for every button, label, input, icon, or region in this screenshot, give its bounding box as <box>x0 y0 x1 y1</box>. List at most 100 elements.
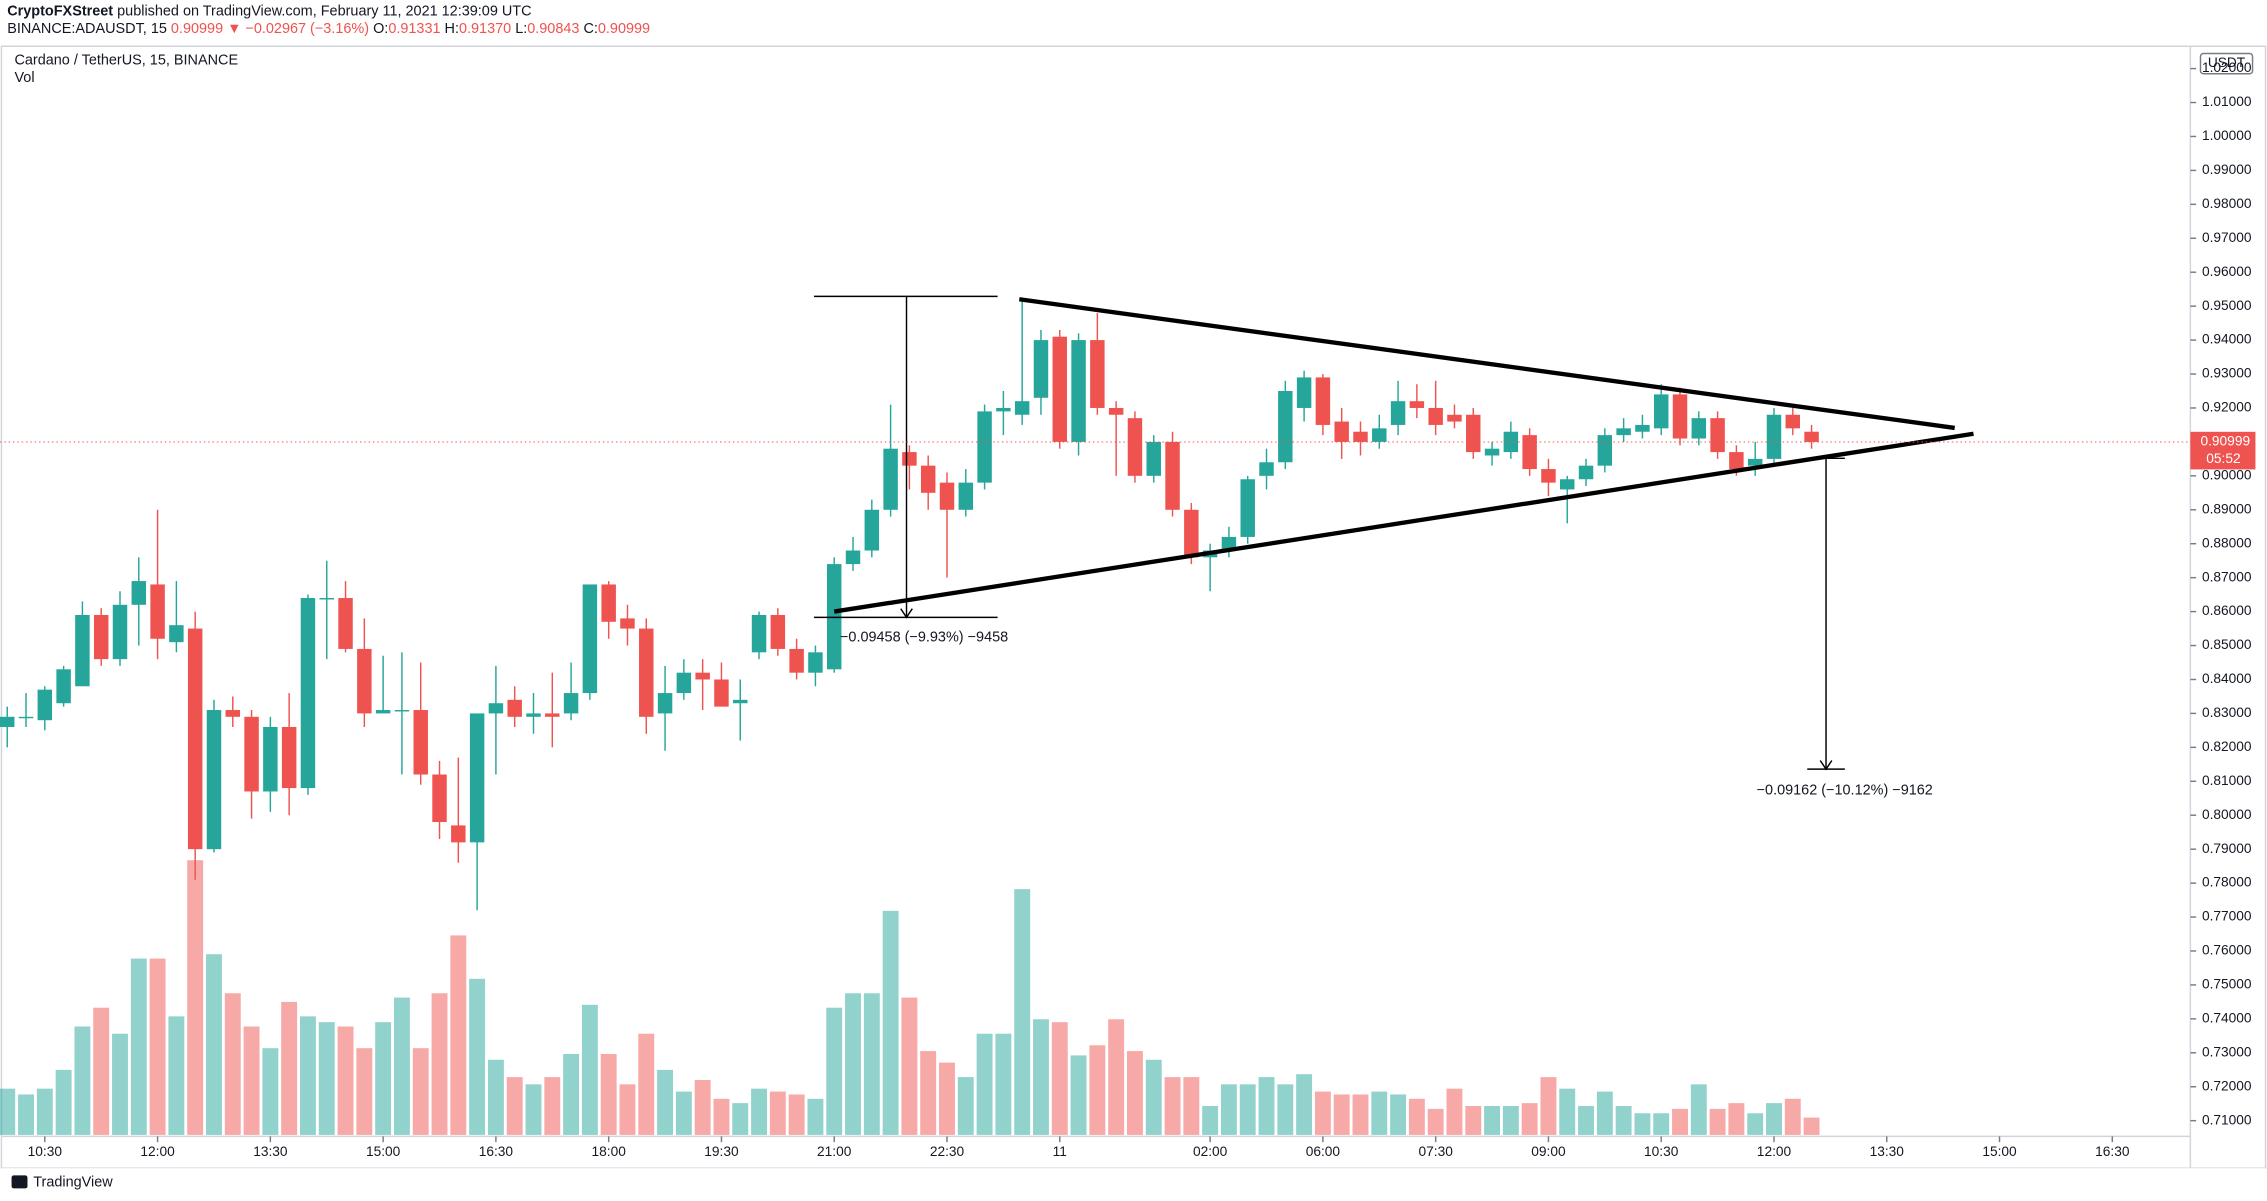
volume-bar <box>1220 1084 1237 1135</box>
h-label: H: <box>445 21 459 37</box>
l-label: L: <box>515 21 527 37</box>
volume-bar <box>281 1001 298 1135</box>
x-tick-label: 16:30 <box>479 1144 514 1159</box>
volume-bar <box>469 978 486 1135</box>
y-tick-label: 0.92000 <box>2202 400 2252 415</box>
volume-bar <box>995 1033 1012 1135</box>
triangle-lower <box>833 431 1974 614</box>
volume-bar <box>0 1088 16 1135</box>
y-tick-label: 0.90000 <box>2202 467 2252 482</box>
volume-bar <box>130 958 147 1135</box>
volume-bar <box>807 1098 824 1135</box>
footer-bar <box>1 1168 2266 1200</box>
candle-body <box>37 689 53 721</box>
y-tick-label: 0.93000 <box>2202 366 2252 381</box>
candle-body <box>357 648 372 714</box>
candle-body <box>1747 458 1763 466</box>
x-tick-label: 11 <box>1053 1144 1067 1159</box>
candle-body <box>1259 462 1274 476</box>
candle-body <box>920 465 936 493</box>
volume-bar <box>1239 1084 1256 1135</box>
candle-body <box>1466 414 1481 453</box>
volume-bar <box>1164 1077 1181 1135</box>
volume-bar <box>36 1088 53 1135</box>
candle-body <box>413 710 428 775</box>
volume-bar <box>337 1026 354 1135</box>
candle-body <box>883 448 898 510</box>
volume-bar <box>920 1051 937 1135</box>
candle-body <box>751 614 767 653</box>
candle-body <box>75 614 90 687</box>
volume-bar <box>657 1069 674 1135</box>
volume-bar <box>55 1069 72 1135</box>
plot: 0.71000 0.72000 0.73000 0.74000 0.75000 0.760… <box>0 60 2256 1159</box>
last-price-label: 0.90999 <box>2200 434 2250 449</box>
candle-body <box>789 648 804 673</box>
candle-body <box>902 452 917 466</box>
volume-bar <box>976 1033 993 1135</box>
candle-body <box>1691 418 1707 439</box>
instrument-legend: Cardano / TetherUS, 15, BINANCE <box>14 53 238 69</box>
candle-body <box>93 614 109 660</box>
candle-body <box>695 672 710 680</box>
candle-body <box>845 550 861 565</box>
volume-bar <box>1333 1094 1350 1135</box>
symbol: BINANCE:ADAUSDT, 15 <box>7 21 167 37</box>
volume-bar <box>450 935 467 1135</box>
y-tick-label: 0.77000 <box>2202 909 2252 924</box>
measure-label: −0.09162 (−10.12%) −9162 <box>1757 783 1933 799</box>
volume-bar <box>300 1016 316 1135</box>
volume-bar <box>1070 1055 1087 1135</box>
volume-bar <box>1578 1106 1594 1135</box>
candle-body <box>488 703 504 714</box>
volume-bar <box>1277 1084 1294 1135</box>
volume-bar <box>1145 1059 1162 1135</box>
volume-bar <box>1559 1088 1576 1135</box>
volume-bar <box>600 1053 617 1135</box>
candle-body <box>169 625 184 643</box>
y-tick-label: 0.94000 <box>2202 332 2252 347</box>
candle-body <box>1127 418 1143 476</box>
candle-body <box>375 710 391 714</box>
candle-body <box>1672 394 1688 439</box>
volume-bar <box>581 1004 598 1135</box>
volume-bar <box>1747 1113 1764 1135</box>
candle-body <box>545 713 560 717</box>
c-value: 0.90999 <box>598 21 650 37</box>
tv-logo <box>11 1175 28 1189</box>
volume-bar <box>544 1077 561 1135</box>
candle-body <box>394 710 410 712</box>
volume-bar <box>788 1094 805 1135</box>
candle-body <box>338 598 353 649</box>
candle-body <box>1334 421 1349 442</box>
volume-bar <box>1051 1022 1068 1135</box>
volume-bar <box>206 954 222 1135</box>
brand: TradingView <box>33 1174 113 1190</box>
x-tick-label: 21:00 <box>817 1144 852 1159</box>
candle-body <box>733 699 748 704</box>
y-tick-label: 1.01000 <box>2202 94 2252 109</box>
candle-body <box>620 618 635 629</box>
candle-body <box>1409 401 1425 408</box>
candle-body <box>451 825 466 843</box>
y-tick-label: 0.85000 <box>2202 637 2252 652</box>
candle-body <box>714 679 729 707</box>
x-tick-label: 15:00 <box>1982 1144 2017 1159</box>
arrow-head <box>900 608 913 619</box>
currency: USDT <box>2208 55 2246 70</box>
y-tick-label: 0.88000 <box>2202 535 2252 550</box>
volume-bar <box>318 1022 335 1135</box>
candle-body <box>1597 435 1613 466</box>
y-tick-label: 0.73000 <box>2202 1044 2252 1059</box>
volume-bar <box>1371 1091 1388 1135</box>
volume-bar <box>1202 1106 1219 1135</box>
volume-bar <box>393 997 410 1135</box>
volume-bar <box>1634 1113 1651 1135</box>
candle-body <box>1090 340 1105 408</box>
candle-body <box>263 726 278 792</box>
x-tick-label: 13:30 <box>253 1144 288 1159</box>
candle-body <box>56 669 71 704</box>
volume-bar <box>732 1103 749 1135</box>
x-tick-label: 07:30 <box>1418 1144 1453 1159</box>
